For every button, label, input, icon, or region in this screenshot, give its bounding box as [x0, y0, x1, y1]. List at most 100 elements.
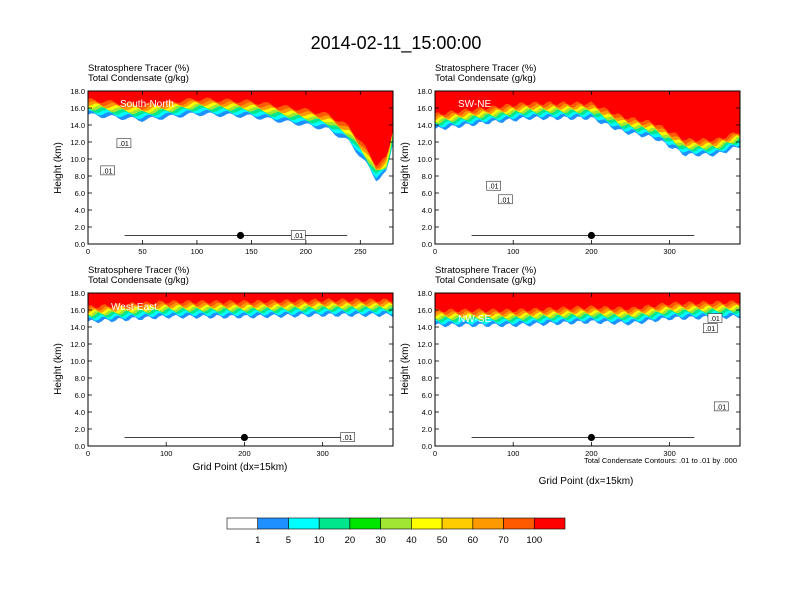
colorbar-swatch [349, 517, 381, 530]
colorbar-swatch [380, 517, 412, 530]
y-tick-label: 10.0 [417, 155, 432, 164]
contour-label-box [290, 230, 306, 240]
x-tick-label: 100 [507, 247, 520, 256]
x-axis-label: Grid Point (dx=15km) [539, 476, 634, 487]
y-tick-label: 18.0 [417, 289, 432, 298]
panel-nw-se: Stratosphere Tracer (%) Total Condensate… [400, 265, 741, 487]
contour-label-box [100, 165, 115, 176]
panel-west-east: Stratosphere Tracer (%) Total Condensate… [53, 265, 394, 473]
colorbar-swatch [503, 517, 535, 530]
colorbar-swatch [226, 517, 259, 530]
contour-label: .01 [705, 326, 715, 333]
panel-south-north: Stratosphere Tracer (%) Total Condensate… [53, 63, 394, 256]
tracer-band-layer [435, 91, 740, 142]
contour-label-box [498, 194, 513, 205]
y-tick-label: 0.0 [422, 442, 432, 451]
tracer-band-layer [88, 293, 393, 309]
figure-title: 2014-02-11_15:00:00 [311, 33, 482, 54]
plot-frame [434, 292, 741, 447]
x-tick-label: 50 [138, 247, 146, 256]
y-tick-label: 16.0 [417, 104, 432, 113]
x-tick-label: 100 [160, 449, 173, 458]
y-tick-label: 8.0 [422, 374, 432, 383]
colorbar-swatch [411, 517, 443, 530]
x-tick-label: 0 [86, 449, 90, 458]
panel-header-tracer: Stratosphere Tracer (%) [435, 63, 536, 74]
location-marker [236, 231, 245, 240]
y-tick-label: 0.0 [75, 240, 85, 249]
y-tick-label: 6.0 [75, 391, 85, 400]
colorbar-label: 50 [437, 535, 448, 546]
colorbar-label: 70 [498, 535, 509, 546]
x-tick-label: 300 [316, 449, 329, 458]
panel-header-condensate: Total Condensate (g/kg) [435, 73, 536, 84]
contour-label: .01 [119, 141, 129, 148]
x-axis-label: Grid Point (dx=15km) [193, 462, 288, 473]
y-tick-label: 10.0 [70, 357, 85, 366]
y-axis-label: Height (km) [400, 343, 411, 395]
contour-label-box [486, 180, 501, 191]
y-tick-label: 0.0 [422, 240, 432, 249]
contour-label-box [340, 432, 355, 442]
y-tick-label: 4.0 [75, 206, 85, 215]
panel-header-tracer: Stratosphere Tracer (%) [435, 265, 536, 276]
plot-frame [87, 292, 394, 447]
x-tick-label: 0 [433, 247, 437, 256]
x-tick-label: 0 [86, 247, 90, 256]
y-tick-label: 16.0 [70, 306, 85, 315]
colorbar-swatch [472, 517, 504, 530]
colorbar-label: 5 [286, 535, 291, 546]
x-tick-label: 0 [433, 449, 437, 458]
colorbar-swatch [257, 517, 289, 530]
y-tick-label: 4.0 [422, 408, 432, 417]
y-tick-label: 10.0 [70, 155, 85, 164]
colorbar-label: 1 [255, 535, 260, 546]
x-tick-label: 100 [191, 247, 204, 256]
tracer-band-layer [88, 91, 393, 167]
colorbar-swatch [533, 517, 566, 530]
contour-label-box [703, 323, 718, 333]
y-tick-label: 8.0 [75, 374, 85, 383]
panel-header-tracer: Stratosphere Tracer (%) [88, 265, 189, 276]
colorbar-label: 60 [468, 535, 479, 546]
tracer-band-layer [435, 293, 740, 313]
plot-frame [87, 90, 394, 245]
y-tick-label: 0.0 [75, 442, 85, 451]
colorbar-label: 10 [314, 535, 325, 546]
y-tick-label: 8.0 [75, 172, 85, 181]
contour-label: .01 [293, 233, 303, 240]
colorbar-swatch [441, 517, 474, 530]
x-tick-label: 200 [585, 449, 598, 458]
y-tick-label: 2.0 [75, 425, 85, 434]
x-tick-label: 200 [585, 247, 598, 256]
y-tick-label: 14.0 [70, 121, 85, 130]
x-tick-label: 200 [300, 247, 313, 256]
y-tick-label: 14.0 [417, 121, 432, 130]
x-tick-label: 150 [245, 247, 258, 256]
y-tick-label: 12.0 [417, 138, 432, 147]
y-tick-label: 6.0 [422, 189, 432, 198]
y-tick-label: 4.0 [422, 206, 432, 215]
y-axis-label: Height (km) [53, 142, 64, 194]
y-axis-label: Height (km) [53, 343, 64, 395]
y-tick-label: 8.0 [422, 172, 432, 181]
panel-header-condensate: Total Condensate (g/kg) [88, 275, 189, 286]
panel-name: SW-NE [458, 99, 491, 110]
x-tick-label: 300 [663, 247, 676, 256]
y-tick-label: 12.0 [417, 340, 432, 349]
x-tick-label: 100 [507, 449, 520, 458]
y-tick-label: 18.0 [70, 289, 85, 298]
contour-label: .01 [103, 168, 113, 175]
contour-label-box [116, 138, 132, 148]
contour-label: .01 [710, 316, 720, 323]
y-tick-label: 14.0 [70, 323, 85, 332]
y-tick-label: 18.0 [70, 87, 85, 96]
x-tick-label: 300 [663, 449, 676, 458]
y-tick-label: 18.0 [417, 87, 432, 96]
y-tick-label: 2.0 [422, 425, 432, 434]
panel-header-tracer: Stratosphere Tracer (%) [88, 63, 189, 74]
y-tick-label: 16.0 [70, 104, 85, 113]
panel-name: West-East [111, 302, 157, 313]
panel-name: NW-SE [458, 314, 491, 325]
